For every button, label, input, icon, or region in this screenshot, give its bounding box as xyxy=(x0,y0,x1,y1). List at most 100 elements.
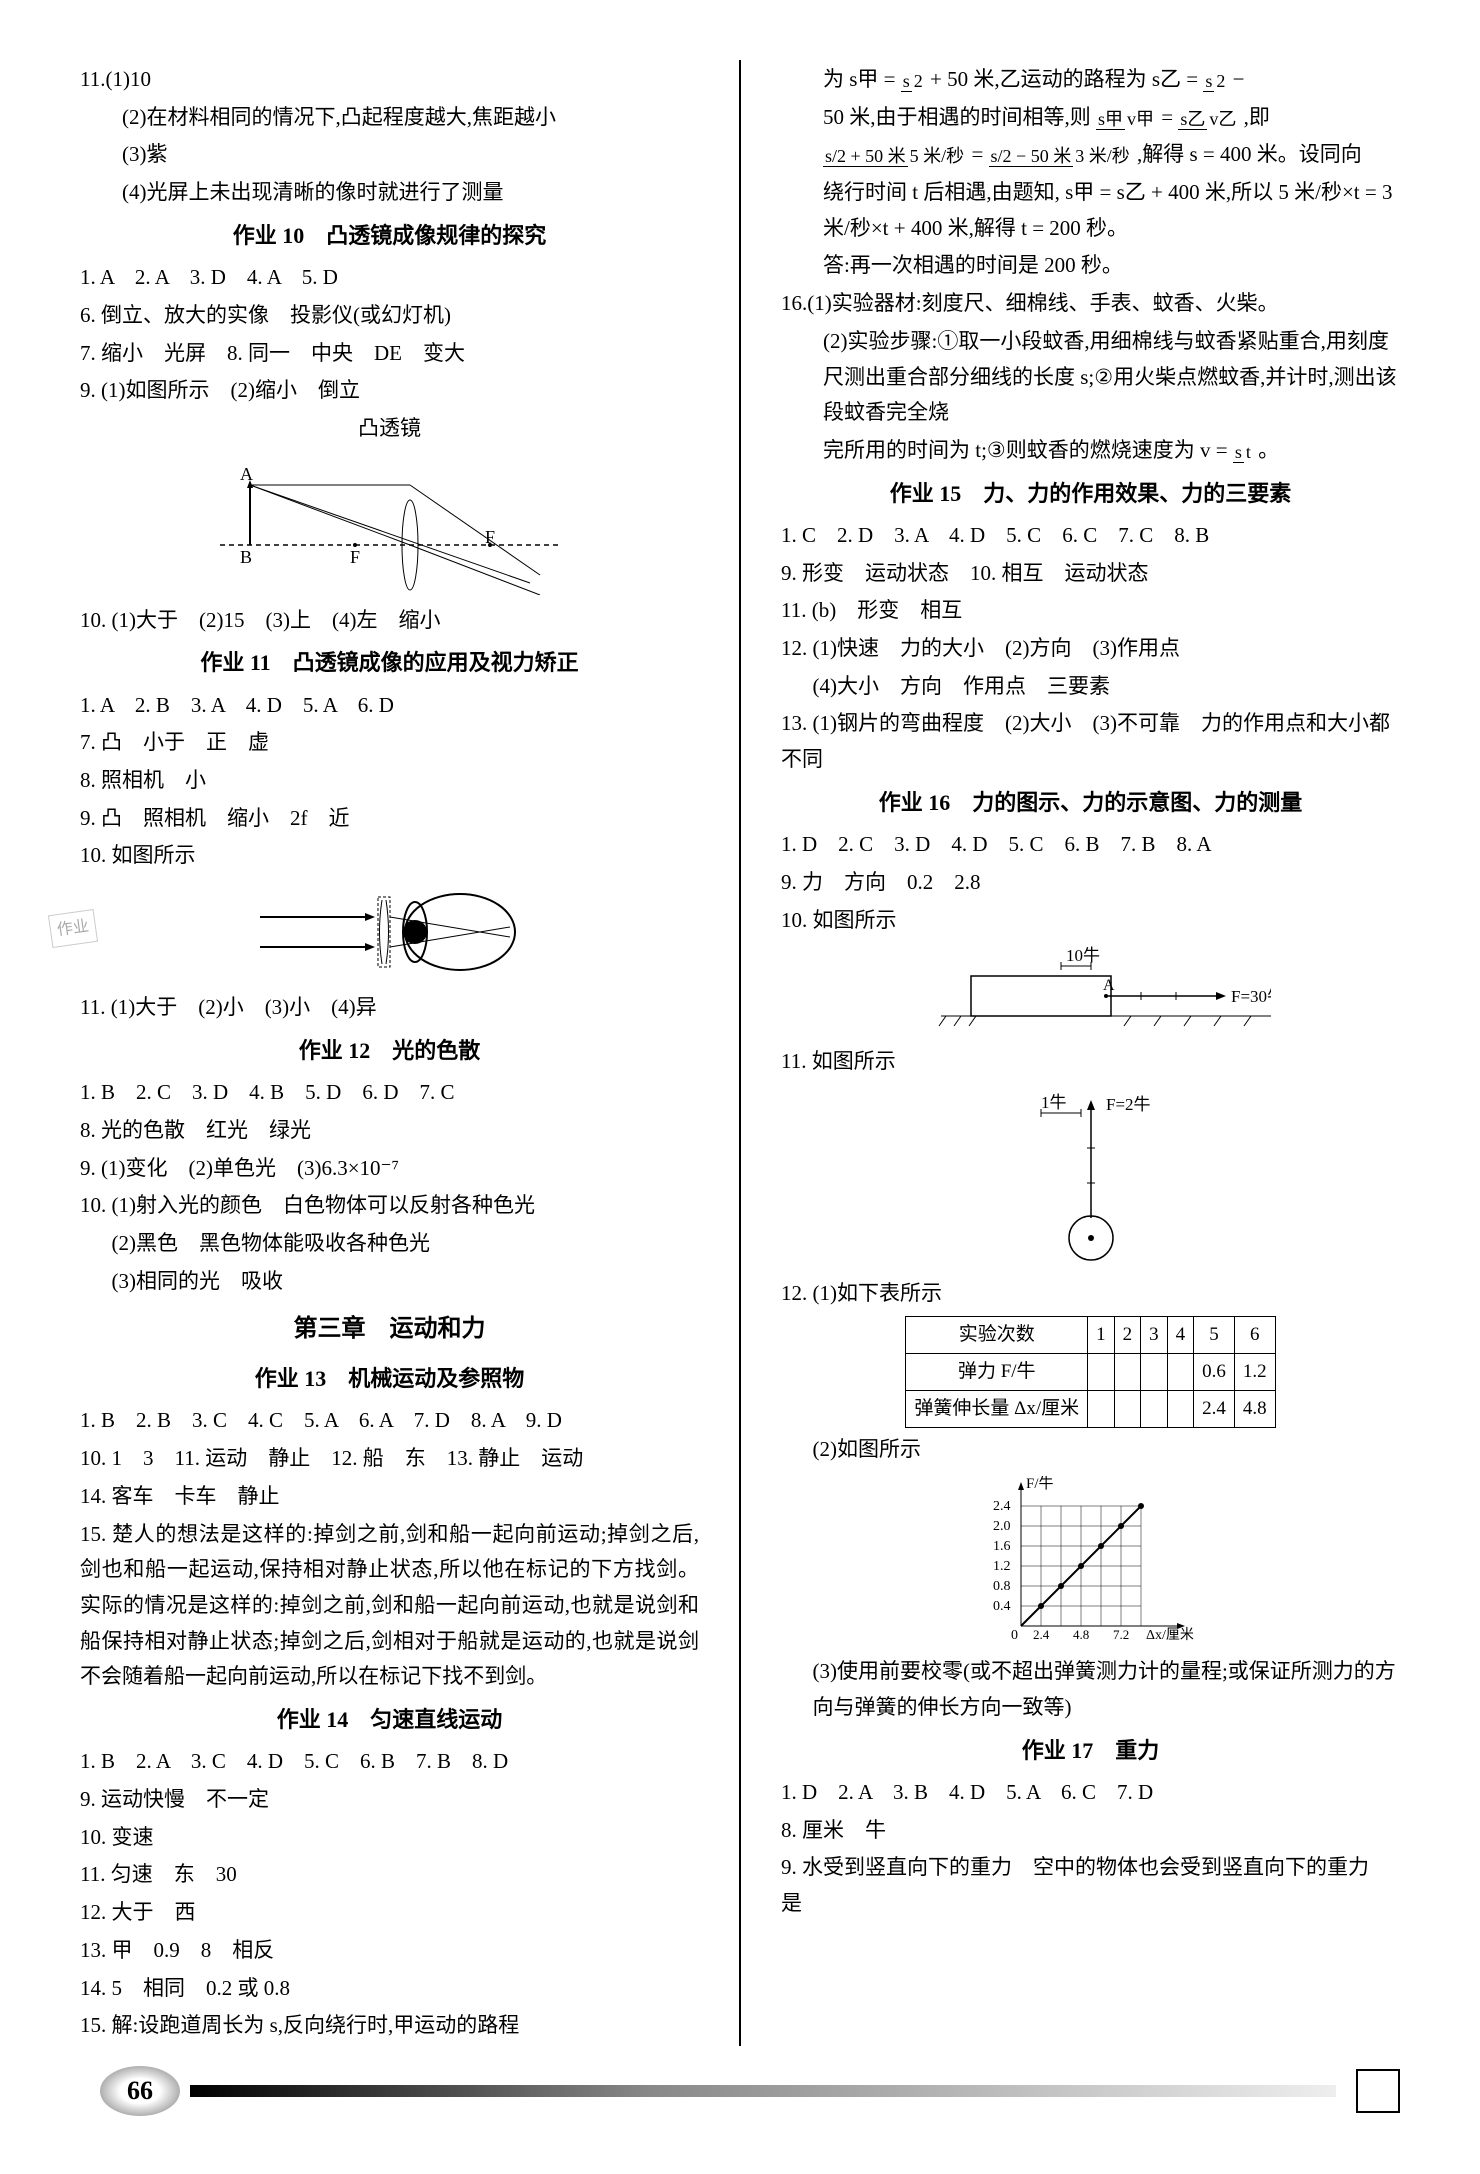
s17-l2: 8. 厘米 牛 xyxy=(781,1813,1400,1849)
s15-l1: 1. C 2. D 3. A 4. D 5. C 6. C 7. C 8. B xyxy=(781,518,1400,554)
s10-figlabel: 凸透镜 xyxy=(80,411,699,447)
s12-title: 作业 12 光的色散 xyxy=(80,1032,699,1069)
s13-l1: 1. B 2. B 3. C 4. C 5. A 6. A 7. D 8. A … xyxy=(80,1403,699,1439)
svg-text:2.4: 2.4 xyxy=(1033,1627,1050,1642)
s15-l4: 12. (1)快速 力的大小 (2)方向 (3)作用点 xyxy=(781,631,1400,667)
s13-l3: 14. 客车 卡车 静止 xyxy=(80,1479,699,1515)
s14-l6: 13. 甲 0.9 8 相反 xyxy=(80,1933,699,1969)
s14-l3: 10. 变速 xyxy=(80,1820,699,1856)
s16-title: 作业 16 力的图示、力的示意图、力的测量 xyxy=(781,784,1400,821)
lens-ray-diagram: A B F F xyxy=(80,455,699,595)
footer-checkbox xyxy=(1356,2069,1400,2113)
s14-l7: 14. 5 相同 0.2 或 0.8 xyxy=(80,1971,699,2007)
q16-b: (2)实验步骤:①取一小段蚊香,用细棉线与蚊香紧贴重合,用刻度尺测出重合部分细线… xyxy=(781,324,1400,431)
s13-l4: 15. 楚人的想法是这样的:掉剑之前,剑和船一起向前运动;掉剑之后,剑也和船一起… xyxy=(80,1517,699,1695)
force-diagram-11: 1牛 F=2牛 xyxy=(781,1088,1400,1268)
chapter3-title: 第三章 运动和力 xyxy=(80,1309,699,1350)
s10-title: 作业 10 凸透镜成像规律的探究 xyxy=(80,217,699,254)
label-10n: 10牛 xyxy=(1066,946,1100,965)
s17-l1: 1. D 2. A 3. B 4. D 5. A 6. C 7. D xyxy=(781,1775,1400,1811)
s11-l4: 9. 凸 照相机 缩小 2f 近 xyxy=(80,801,699,837)
force-graph: F/牛 2.42.0 1.61.2 0.80.4 0 2.44.87.2 Δx/ xyxy=(781,1476,1400,1646)
s17-l3: 9. 水受到竖直向下的重力 空中的物体也会受到竖直向下的重力 是 xyxy=(781,1850,1400,1921)
svg-text:A: A xyxy=(1103,977,1115,994)
s16-l1: 1. D 2. C 3. D 4. D 5. C 6. B 7. B 8. A xyxy=(781,827,1400,863)
s12-l3: 9. (1)变化 (2)单色光 (3)6.3×10⁻⁷ xyxy=(80,1151,699,1187)
s14-l5: 12. 大于 西 xyxy=(80,1895,699,1931)
s12-l1: 1. B 2. C 3. D 4. B 5. D 6. D 7. C xyxy=(80,1075,699,1111)
svg-text:F=30牛: F=30牛 xyxy=(1231,987,1271,1006)
s14-l8: 15. 解:设跑道周长为 s,反向绕行时,甲运动的路程 xyxy=(80,2008,699,2044)
s15-l3: 11. (b) 形变 相互 xyxy=(781,593,1400,629)
s16-l7: (3)使用前要校零(或不超出弹簧测力计的量程;或保证所测力的方向与弹簧的伸长方向… xyxy=(781,1654,1400,1725)
s16-l4: 11. 如图所示 xyxy=(781,1044,1400,1080)
s14-l1: 1. B 2. A 3. C 4. D 5. C 6. B 7. B 8. D xyxy=(80,1744,699,1780)
s17-title: 作业 17 重力 xyxy=(781,1732,1400,1769)
q11-2: (2)在材料相同的情况下,凸起程度越大,焦距越小 xyxy=(80,100,699,136)
stamp-watermark: 作业 xyxy=(48,909,98,948)
svg-text:0.4: 0.4 xyxy=(993,1599,1011,1614)
s12-l5: (2)黑色 黑色物体能吸收各种色光 xyxy=(80,1226,699,1262)
svg-text:F/牛: F/牛 xyxy=(1026,1476,1054,1492)
svg-text:2.4: 2.4 xyxy=(993,1499,1011,1514)
s12-l2: 8. 光的色散 红光 绿光 xyxy=(80,1113,699,1149)
s16-l3: 10. 如图所示 xyxy=(781,903,1400,939)
s10-l4: 9. (1)如图所示 (2)缩小 倒立 xyxy=(80,373,699,409)
cont-c: s/2 + 50 米5 米/秒 = s/2 − 50 米3 米/秒 ,解得 s … xyxy=(781,137,1400,173)
s14-title: 作业 14 匀速直线运动 xyxy=(80,1701,699,1738)
svg-text:0.8: 0.8 xyxy=(993,1579,1011,1594)
s10-l1: 1. A 2. A 3. D 4. A 5. D xyxy=(80,260,699,296)
s10-l3: 7. 缩小 光屏 8. 同一 中央 DE 变大 xyxy=(80,336,699,372)
s11-l2: 7. 凸 小于 正 虚 xyxy=(80,725,699,761)
s15-l5: (4)大小 方向 作用点 三要素 xyxy=(781,669,1400,705)
svg-text:2.0: 2.0 xyxy=(993,1519,1011,1534)
q11-3: (3)紫 xyxy=(80,137,699,173)
svg-text:F: F xyxy=(350,547,360,567)
q16: 16.(1)实验器材:刻度尺、细棉线、手表、蚊香、火柴。 xyxy=(781,286,1400,322)
svg-text:F=2牛: F=2牛 xyxy=(1106,1095,1151,1114)
force-diagram-10: 10牛 A F=30牛 xyxy=(781,946,1400,1036)
cont-b: 50 米,由于相遇的时间相等,则 s甲v甲 = s乙v乙 ,即 xyxy=(781,100,1400,136)
s10-l2: 6. 倒立、放大的实像 投影仪(或幻灯机) xyxy=(80,298,699,334)
s16-l2: 9. 力 方向 0.2 2.8 xyxy=(781,865,1400,901)
s16-l5: 12. (1)如下表所示 xyxy=(781,1276,1400,1312)
svg-text:1牛: 1牛 xyxy=(1041,1093,1067,1112)
svg-text:0: 0 xyxy=(1011,1628,1018,1643)
cont-a: 为 s甲 = s2 + 50 米,乙运动的路程为 s乙 = s2 − xyxy=(781,62,1400,98)
s11-l5: 10. 如图所示 xyxy=(80,838,699,874)
content-columns: 11.(1)10 (2)在材料相同的情况下,凸起程度越大,焦距越小 (3)紫 (… xyxy=(80,60,1400,2046)
svg-text:7.2: 7.2 xyxy=(1113,1627,1129,1642)
s13-l2: 10. 1 3 11. 运动 静止 12. 船 东 13. 静止 运动 xyxy=(80,1441,699,1477)
eye-lens-diagram: 作业 xyxy=(80,882,699,982)
s11-l3: 8. 照相机 小 xyxy=(80,763,699,799)
svg-text:B: B xyxy=(240,547,252,567)
cont-d: 绕行时间 t 后相遇,由题知, s甲 = s乙 + 400 米,所以 5 米/秒… xyxy=(781,175,1400,246)
svg-text:A: A xyxy=(240,464,253,484)
s13-title: 作业 13 机械运动及参照物 xyxy=(80,1360,699,1397)
cont-e: 答:再一次相遇的时间是 200 秒。 xyxy=(781,248,1400,284)
s14-l4: 11. 匀速 东 30 xyxy=(80,1857,699,1893)
s12-l6: (3)相同的光 吸收 xyxy=(80,1264,699,1300)
page-number: 66 xyxy=(100,2066,180,2116)
right-column: 为 s甲 = s2 + 50 米,乙运动的路程为 s乙 = s2 − 50 米,… xyxy=(781,60,1400,2046)
s15-l6: 13. (1)钢片的弯曲程度 (2)大小 (3)不可靠 力的作用点和大小都不同 xyxy=(781,706,1400,777)
page-footer: 66 xyxy=(80,2066,1400,2116)
q11-4: (4)光屏上未出现清晰的像时就进行了测量 xyxy=(80,175,699,211)
s15-l2: 9. 形变 运动状态 10. 相互 运动状态 xyxy=(781,556,1400,592)
left-column: 11.(1)10 (2)在材料相同的情况下,凸起程度越大,焦距越小 (3)紫 (… xyxy=(80,60,699,2046)
svg-text:4.8: 4.8 xyxy=(1073,1627,1089,1642)
s11-l1: 1. A 2. B 3. A 4. D 5. A 6. D xyxy=(80,688,699,724)
experiment-table: 实验次数123456 弹力 F/牛0.61.2 弹簧伸长量 Δx/厘米2.44.… xyxy=(905,1316,1275,1429)
s12-l4: 10. (1)射入光的颜色 白色物体可以反射各种色光 xyxy=(80,1188,699,1224)
s15-title: 作业 15 力、力的作用效果、力的三要素 xyxy=(781,475,1400,512)
column-divider xyxy=(739,60,741,2046)
s11-title: 作业 11 凸透镜成像的应用及视力矫正 xyxy=(80,644,699,681)
q11: 11.(1)10 xyxy=(80,62,699,98)
svg-text:1.6: 1.6 xyxy=(993,1539,1011,1554)
q16-c: 完所用的时间为 t;③则蚊香的燃烧速度为 v = st 。 xyxy=(781,433,1400,469)
s10-l5: 10. (1)大于 (2)15 (3)上 (4)左 缩小 xyxy=(80,603,699,639)
svg-text:1.2: 1.2 xyxy=(993,1559,1011,1574)
s14-l2: 9. 运动快慢 不一定 xyxy=(80,1782,699,1818)
svg-text:Δx/厘米: Δx/厘米 xyxy=(1146,1627,1194,1643)
s11-l6: 11. (1)大于 (2)小 (3)小 (4)异 xyxy=(80,990,699,1026)
